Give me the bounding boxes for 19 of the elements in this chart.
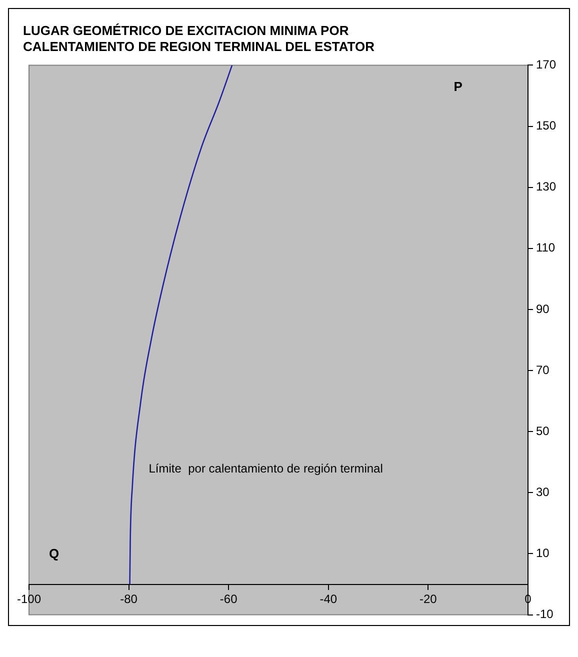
x-tick-label: -20 xyxy=(420,592,438,606)
y-tick-label: 150 xyxy=(536,118,556,133)
y-tick-label: 10 xyxy=(536,546,550,560)
y-tick-label: 90 xyxy=(536,302,550,316)
y-tick-label: 130 xyxy=(536,180,556,194)
y-tick-label: 110 xyxy=(536,240,556,255)
x-axis-title: Q xyxy=(48,546,60,561)
y-tick-label: -10 xyxy=(536,607,554,622)
y-axis-title: P xyxy=(454,78,463,94)
y-tick-label: 50 xyxy=(536,424,550,438)
annotation: Límite por calentamiento de región terminal xyxy=(148,461,383,476)
y-tick-label: 70 xyxy=(536,362,550,377)
x-tick-label: -40 xyxy=(320,592,338,606)
x-tick-label: -60 xyxy=(220,592,238,606)
x-tick-label: -100 xyxy=(16,592,42,606)
chart-title: LUGAR GEOMÉTRICO DE EXCITACION MINIMA POR CALENTAMIENTO DE REGION TERMINAL DEL ESTATOR xyxy=(22,22,376,55)
y-tick-label: 170 xyxy=(536,58,556,72)
y-tick-label: 30 xyxy=(536,484,550,499)
x-tick-label: -80 xyxy=(120,592,138,606)
